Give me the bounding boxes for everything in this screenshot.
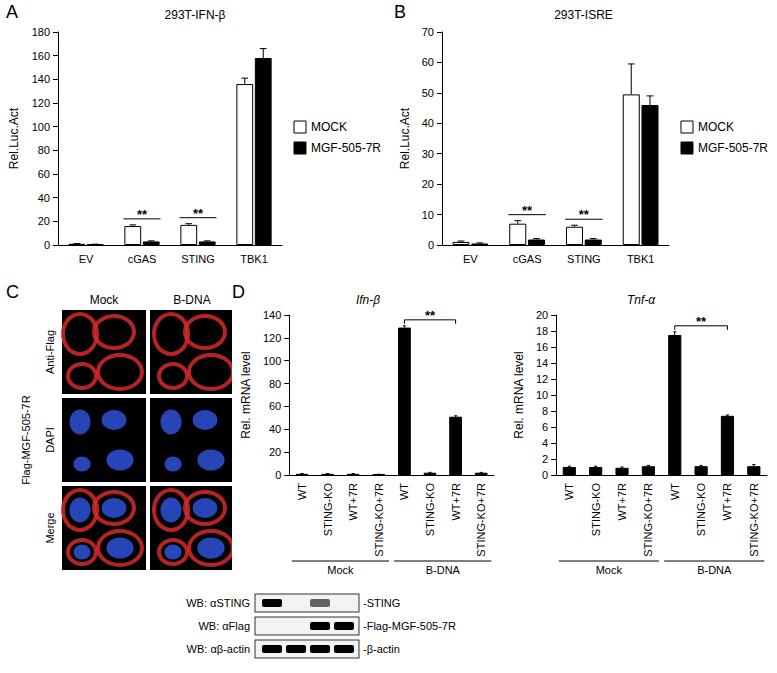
- svg-text:40: 40: [422, 117, 434, 129]
- svg-text:Mock: Mock: [596, 564, 623, 576]
- svg-text:0: 0: [542, 469, 548, 481]
- svg-text:14: 14: [536, 357, 548, 369]
- svg-text:20: 20: [38, 215, 50, 227]
- svg-text:WT: WT: [296, 483, 308, 500]
- svg-text:**: **: [137, 207, 148, 222]
- svg-text:STING-KO+7R: STING-KO+7R: [642, 483, 654, 557]
- svg-text:B-DNA: B-DNA: [697, 564, 732, 576]
- svg-text:140: 140: [32, 73, 50, 85]
- svg-text:WB: αSTING: WB: αSTING: [186, 597, 250, 609]
- svg-text:-β-actin: -β-actin: [363, 643, 400, 655]
- svg-text:WT+7R: WT+7R: [616, 483, 628, 521]
- svg-text:-Flag-MGF-505-7R: -Flag-MGF-505-7R: [363, 620, 456, 632]
- svg-text:STING-KO: STING-KO: [590, 483, 602, 537]
- svg-text:10: 10: [536, 389, 548, 401]
- svg-text:TBK1: TBK1: [240, 253, 268, 265]
- svg-text:20: 20: [422, 178, 434, 190]
- html-text:A: A: [6, 2, 18, 22]
- svg-text:DAPI: DAPI: [44, 427, 56, 453]
- svg-text:MOCK: MOCK: [698, 120, 734, 134]
- svg-text:**: **: [193, 206, 204, 221]
- svg-text:MOCK: MOCK: [311, 120, 347, 134]
- svg-text:2: 2: [542, 453, 548, 465]
- svg-text:WT: WT: [669, 483, 681, 500]
- svg-text:MGF-505-7R: MGF-505-7R: [311, 141, 381, 155]
- svg-text:100: 100: [32, 121, 50, 133]
- svg-text:STING-KO+7R: STING-KO+7R: [373, 483, 385, 557]
- svg-text:Rel. mRNA level: Rel. mRNA level: [239, 351, 253, 438]
- svg-text:293T-ISRE: 293T-ISRE: [554, 8, 613, 22]
- svg-text:WT: WT: [563, 483, 575, 500]
- svg-text:80: 80: [38, 144, 50, 156]
- svg-text:12: 12: [536, 373, 548, 385]
- svg-text:WT+7R: WT+7R: [347, 483, 359, 521]
- svg-text:0: 0: [428, 239, 434, 251]
- svg-text:Rel.Luc.Act: Rel.Luc.Act: [7, 107, 21, 169]
- svg-text:6: 6: [542, 421, 548, 433]
- svg-text:Merge: Merge: [44, 512, 56, 543]
- svg-text:140: 140: [263, 309, 281, 321]
- svg-text:50: 50: [422, 87, 434, 99]
- svg-text:30: 30: [422, 148, 434, 160]
- svg-text:60: 60: [269, 400, 281, 412]
- svg-text:120: 120: [263, 332, 281, 344]
- svg-text:STING-KO: STING-KO: [695, 483, 707, 537]
- html-text:D: D: [232, 282, 245, 302]
- svg-text:STING-KO: STING-KO: [322, 483, 334, 537]
- svg-text:STING-KO+7R: STING-KO+7R: [475, 483, 487, 557]
- html-text:C: C: [6, 282, 19, 302]
- svg-text:120: 120: [32, 97, 50, 109]
- svg-text:MGF-505-7R: MGF-505-7R: [698, 141, 768, 155]
- svg-text:16: 16: [536, 341, 548, 353]
- svg-text:180: 180: [32, 26, 50, 38]
- svg-text:Rel. mRNA level: Rel. mRNA level: [512, 351, 526, 438]
- svg-text:Ifn-β: Ifn-β: [356, 293, 380, 307]
- svg-text:WT: WT: [398, 483, 410, 500]
- svg-text:Anti-Flag: Anti-Flag: [44, 330, 56, 374]
- svg-text:100: 100: [263, 355, 281, 367]
- svg-text:WB: αFlag: WB: αFlag: [198, 620, 250, 632]
- svg-text:80: 80: [269, 378, 281, 390]
- svg-text:B-DNA: B-DNA: [173, 293, 210, 307]
- svg-text:EV: EV: [79, 253, 94, 265]
- svg-text:Mock: Mock: [90, 293, 120, 307]
- svg-text:60: 60: [422, 56, 434, 68]
- svg-text:8: 8: [542, 405, 548, 417]
- svg-text:WT+7R: WT+7R: [721, 483, 733, 521]
- svg-text:40: 40: [38, 192, 50, 204]
- svg-text:WB: αβ-actin: WB: αβ-actin: [187, 643, 250, 655]
- svg-text:40: 40: [269, 423, 281, 435]
- svg-text:70: 70: [422, 26, 434, 38]
- svg-text:STING-KO+7R: STING-KO+7R: [748, 483, 760, 557]
- svg-text:293T-IFN-β: 293T-IFN-β: [165, 8, 226, 22]
- svg-text:60: 60: [38, 168, 50, 180]
- svg-text:20: 20: [269, 446, 281, 458]
- svg-text:0: 0: [275, 469, 281, 481]
- svg-text:10: 10: [422, 209, 434, 221]
- svg-text:EV: EV: [463, 253, 478, 265]
- svg-text:Flag-MGF-505-7R: Flag-MGF-505-7R: [20, 395, 32, 484]
- svg-text:cGAS: cGAS: [128, 253, 157, 265]
- svg-text:160: 160: [32, 50, 50, 62]
- svg-text:TBK1: TBK1: [627, 253, 655, 265]
- svg-text:-STING: -STING: [363, 597, 400, 609]
- svg-text:STING-KO: STING-KO: [424, 483, 436, 537]
- svg-text:Tnf-α: Tnf-α: [627, 293, 656, 307]
- svg-text:Rel.Luc.Act: Rel.Luc.Act: [398, 107, 412, 169]
- svg-text:cGAS: cGAS: [513, 253, 542, 265]
- svg-text:4: 4: [542, 437, 548, 449]
- svg-text:**: **: [425, 308, 436, 323]
- svg-text:**: **: [696, 314, 707, 329]
- html-text:B: B: [394, 2, 406, 22]
- svg-text:WT+7R: WT+7R: [450, 483, 462, 521]
- svg-text:B-DNA: B-DNA: [426, 564, 461, 576]
- svg-text:18: 18: [536, 325, 548, 337]
- svg-text:**: **: [579, 207, 590, 222]
- svg-text:STING: STING: [567, 253, 601, 265]
- svg-text:**: **: [522, 203, 533, 218]
- svg-text:Mock: Mock: [327, 564, 354, 576]
- svg-text:STING: STING: [181, 253, 215, 265]
- svg-text:0: 0: [44, 239, 50, 251]
- svg-text:20: 20: [536, 309, 548, 321]
